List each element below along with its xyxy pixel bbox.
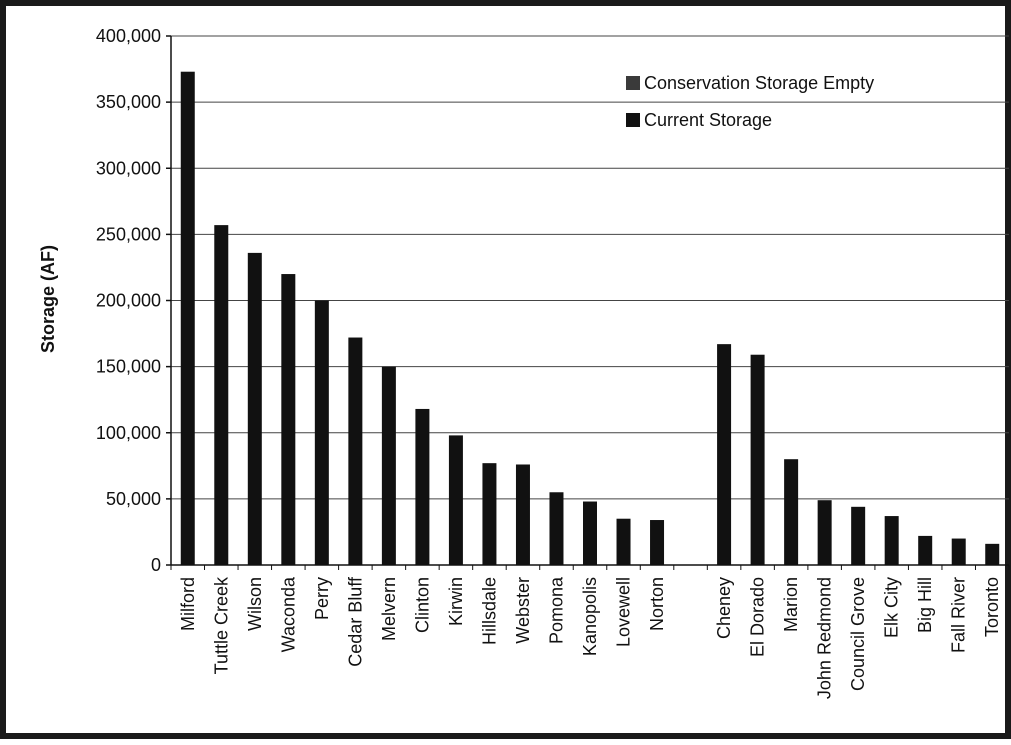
legend-swatch-current bbox=[626, 113, 640, 127]
x-tick-label: Kanopolis bbox=[580, 577, 600, 656]
bar-current-storage bbox=[985, 543, 1000, 565]
bar-current-storage bbox=[884, 516, 899, 565]
bar-current-storage bbox=[817, 500, 832, 565]
bar-current-storage bbox=[717, 344, 732, 565]
bar-current-storage bbox=[314, 300, 329, 565]
x-tick-label: Hillsdale bbox=[479, 577, 499, 645]
bar-current-storage bbox=[348, 337, 363, 565]
y-tick-label: 100,000 bbox=[96, 423, 161, 443]
x-tick-label: Cedar Bluff bbox=[345, 576, 365, 667]
bar-current-storage bbox=[448, 435, 463, 565]
bar-current-storage bbox=[482, 463, 497, 565]
x-tick-label: El Dorado bbox=[748, 577, 768, 657]
x-tick-label: Toronto bbox=[982, 577, 1002, 637]
bar-current-storage bbox=[583, 501, 597, 565]
bar-current-storage bbox=[515, 464, 530, 565]
y-tick-label: 250,000 bbox=[96, 224, 161, 244]
x-tick-label: Lovewell bbox=[614, 577, 634, 647]
bar-current-storage bbox=[951, 538, 966, 565]
x-tick-label: Norton bbox=[647, 577, 667, 631]
bar-current-storage bbox=[281, 274, 296, 565]
x-tick-label: Council Grove bbox=[848, 577, 868, 691]
y-axis-label: Storage (AF) bbox=[38, 245, 58, 353]
x-tick-labels: Milford Tuttle Creek Wilson Waconda Perry Ced… bbox=[178, 576, 1002, 699]
y-tick-label: 350,000 bbox=[96, 92, 161, 112]
bar-current-storage bbox=[650, 520, 665, 565]
x-tick-label: Waconda bbox=[278, 576, 298, 652]
y-tick-labels: 0 50,000 100,000 150,000 200,000 250,000 300,0… bbox=[96, 26, 161, 575]
y-tick-label: 400,000 bbox=[96, 26, 161, 46]
bar-current-storage bbox=[381, 366, 396, 565]
bar-current-storage bbox=[750, 354, 765, 565]
y-tick-label: 150,000 bbox=[96, 357, 161, 377]
x-tick-label: Elk City bbox=[882, 577, 902, 638]
x-tick-label: Big Hill bbox=[915, 577, 935, 633]
bar-current-storage bbox=[214, 225, 229, 565]
x-tick-label: Kirwin bbox=[446, 577, 466, 626]
y-tick-label: 200,000 bbox=[96, 291, 161, 311]
x-tick-label: Pomona bbox=[546, 576, 566, 644]
x-tick-label: Fall River bbox=[949, 577, 969, 653]
x-tick-label: John Redmond bbox=[815, 577, 835, 699]
x-tick-label: Tuttle Creek bbox=[211, 576, 231, 674]
x-tick-label: Cheney bbox=[714, 577, 734, 639]
bar-current-storage bbox=[415, 408, 430, 565]
x-tick-label: Webster bbox=[513, 577, 533, 644]
y-tick-label: 50,000 bbox=[106, 489, 161, 509]
legend-swatch-conservation bbox=[626, 76, 640, 90]
legend-label-current: Current Storage bbox=[644, 110, 772, 130]
bar-current-storage bbox=[784, 459, 799, 565]
x-tick-label: Wilson bbox=[245, 577, 265, 631]
bar-current-storage bbox=[180, 71, 195, 566]
storage-bar-chart: 0 50,000 100,000 150,000 200,000 250,000 300,0… bbox=[38, 26, 1010, 699]
x-tick-label: Melvern bbox=[379, 577, 399, 641]
axes bbox=[166, 35, 1010, 570]
legend-label-conservation: Conservation Storage Empty bbox=[644, 73, 874, 93]
x-tick-label: Marion bbox=[781, 577, 801, 632]
gridlines bbox=[171, 35, 1009, 500]
bar-current-storage bbox=[549, 492, 564, 565]
bar-current-storage bbox=[851, 506, 866, 565]
y-tick-label: 0 bbox=[151, 555, 161, 575]
bar-current-storage bbox=[247, 252, 262, 565]
x-tick-label: Perry bbox=[312, 577, 332, 620]
x-tick-label: Milford bbox=[178, 577, 198, 631]
x-tick-label: Clinton bbox=[412, 577, 432, 633]
bar-current-storage bbox=[918, 535, 933, 565]
y-tick-label: 300,000 bbox=[96, 158, 161, 178]
bar-current-storage bbox=[616, 518, 631, 565]
legend: Conservation Storage Empty Current Stora… bbox=[626, 73, 874, 130]
bars bbox=[180, 71, 1000, 566]
